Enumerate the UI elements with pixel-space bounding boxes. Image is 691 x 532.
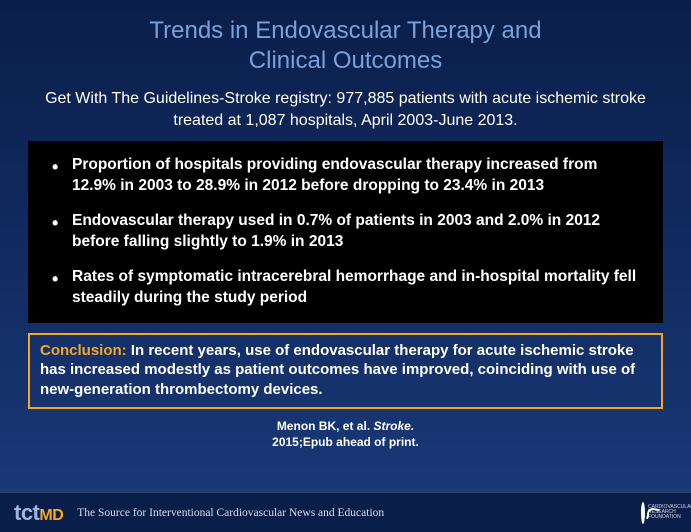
citation-author: Menon BK, et al.: [277, 419, 374, 433]
footer-tagline: The Source for Interventional Cardiovasc…: [77, 507, 641, 519]
crf-logo: CARDIOVASCULAR RESEARCH FOUNDATION: [641, 498, 677, 528]
title-line-1: Trends in Endovascular Therapy and: [149, 17, 541, 44]
slide-subtitle: Get With The Guidelines-Stroke registry:…: [28, 88, 663, 131]
bullet-item: Endovascular therapy used in 0.7% of pat…: [50, 211, 645, 253]
bullets-panel: Proportion of hospitals providing endova…: [28, 141, 663, 323]
bullet-item: Proportion of hospitals providing endova…: [50, 155, 645, 197]
conclusion-text: In recent years, use of endovascular the…: [40, 342, 635, 398]
bullets-list: Proportion of hospitals providing endova…: [50, 155, 645, 309]
crf-logo-icon: [641, 502, 645, 524]
citation-line-2: 2015;Epub ahead of print.: [28, 435, 663, 451]
logo-tct-text: tct: [14, 500, 39, 526]
conclusion-label: Conclusion:: [40, 342, 127, 359]
conclusion-panel: Conclusion: In recent years, use of endo…: [28, 333, 663, 410]
tctmd-logo: tctMD: [14, 500, 63, 526]
logo-md-text: MD: [39, 507, 63, 525]
citation-line-1: Menon BK, et al. Stroke.: [28, 419, 663, 435]
slide-title: Trends in Endovascular Therapy and Clini…: [28, 16, 663, 76]
citation-journal: Stroke.: [374, 419, 415, 433]
title-line-2: Clinical Outcomes: [249, 47, 442, 74]
slide: Trends in Endovascular Therapy and Clini…: [0, 0, 691, 532]
footer-bar: tctMD The Source for Interventional Card…: [0, 492, 691, 532]
bullet-item: Rates of symptomatic intracerebral hemor…: [50, 267, 645, 309]
citation: Menon BK, et al. Stroke. 2015;Epub ahead…: [28, 419, 663, 450]
